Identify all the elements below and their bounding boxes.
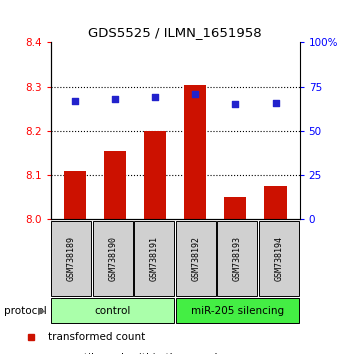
Point: [152, 95, 158, 100]
Bar: [64, 171, 86, 219]
Bar: [134, 221, 174, 296]
Point: [192, 91, 198, 97]
Bar: [259, 221, 299, 296]
Bar: [144, 131, 166, 219]
Point: [273, 100, 278, 105]
Text: GSM738189: GSM738189: [67, 236, 76, 281]
Bar: [217, 221, 257, 296]
Text: GSM738190: GSM738190: [108, 236, 117, 281]
Text: miR-205 silencing: miR-205 silencing: [191, 306, 284, 316]
Bar: [104, 151, 126, 219]
Text: GSM738194: GSM738194: [274, 236, 283, 281]
Bar: [265, 186, 287, 219]
Text: GSM738192: GSM738192: [191, 236, 200, 281]
Point: [232, 102, 238, 107]
Point: [112, 96, 118, 102]
Text: control: control: [95, 306, 131, 316]
Bar: [51, 221, 91, 296]
Text: GSM738191: GSM738191: [150, 236, 159, 281]
Title: GDS5525 / ILMN_1651958: GDS5525 / ILMN_1651958: [88, 25, 262, 39]
Text: ▶: ▶: [38, 306, 45, 316]
Bar: [184, 85, 206, 219]
Bar: [176, 298, 299, 323]
Text: transformed count: transformed count: [48, 332, 145, 342]
Bar: [176, 221, 216, 296]
Bar: [224, 197, 247, 219]
Text: protocol: protocol: [4, 306, 46, 316]
Point: [72, 98, 78, 104]
Text: percentile rank within the sample: percentile rank within the sample: [48, 353, 224, 354]
Bar: [51, 298, 174, 323]
Bar: [93, 221, 133, 296]
Text: GSM738193: GSM738193: [233, 236, 242, 281]
